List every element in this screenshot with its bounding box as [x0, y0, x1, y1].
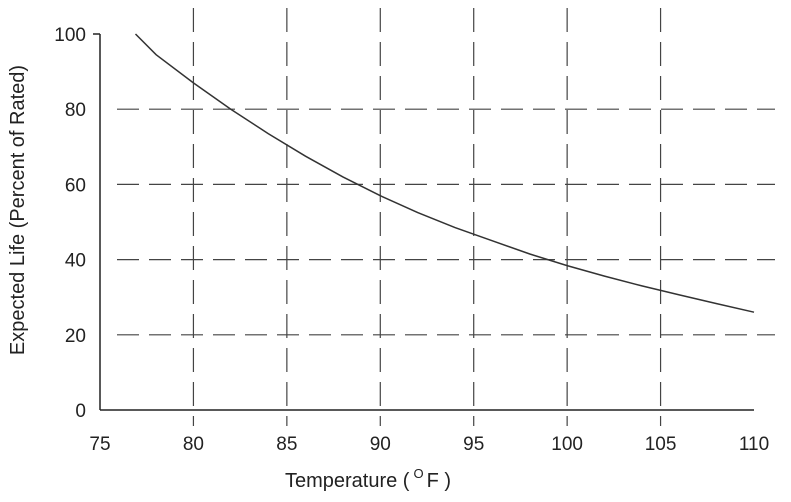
x-tick-label: 110 [739, 434, 769, 455]
y-axis-label: Expected Life (Percent of Rated) [7, 65, 29, 355]
y-tick-label: 20 [65, 326, 86, 347]
y-tick-labels: 0 20 40 60 80 100 [54, 25, 86, 422]
x-tick-label: 95 [463, 434, 484, 455]
grid [117, 8, 775, 426]
axes [93, 33, 754, 411]
x-tick-label: 100 [551, 434, 583, 455]
x-tick-label: 90 [370, 434, 391, 455]
y-tick-label: 40 [65, 251, 86, 272]
x-tick-label: 85 [276, 434, 297, 455]
x-tick-label: 80 [183, 434, 204, 455]
y-tick-label: 80 [65, 100, 86, 121]
y-tick-label: 60 [65, 175, 86, 196]
x-tick-labels: 75 80 85 90 95 100 105 110 [89, 434, 769, 455]
series [134, 33, 755, 313]
y-tick-label: 100 [54, 25, 86, 46]
series-line [134, 33, 755, 313]
x-tick-label: 75 [89, 434, 110, 455]
y-tick-label: 0 [75, 401, 86, 422]
x-axis-label: Temperature (O F ) [285, 466, 451, 492]
x-tick-label: 105 [645, 434, 677, 455]
